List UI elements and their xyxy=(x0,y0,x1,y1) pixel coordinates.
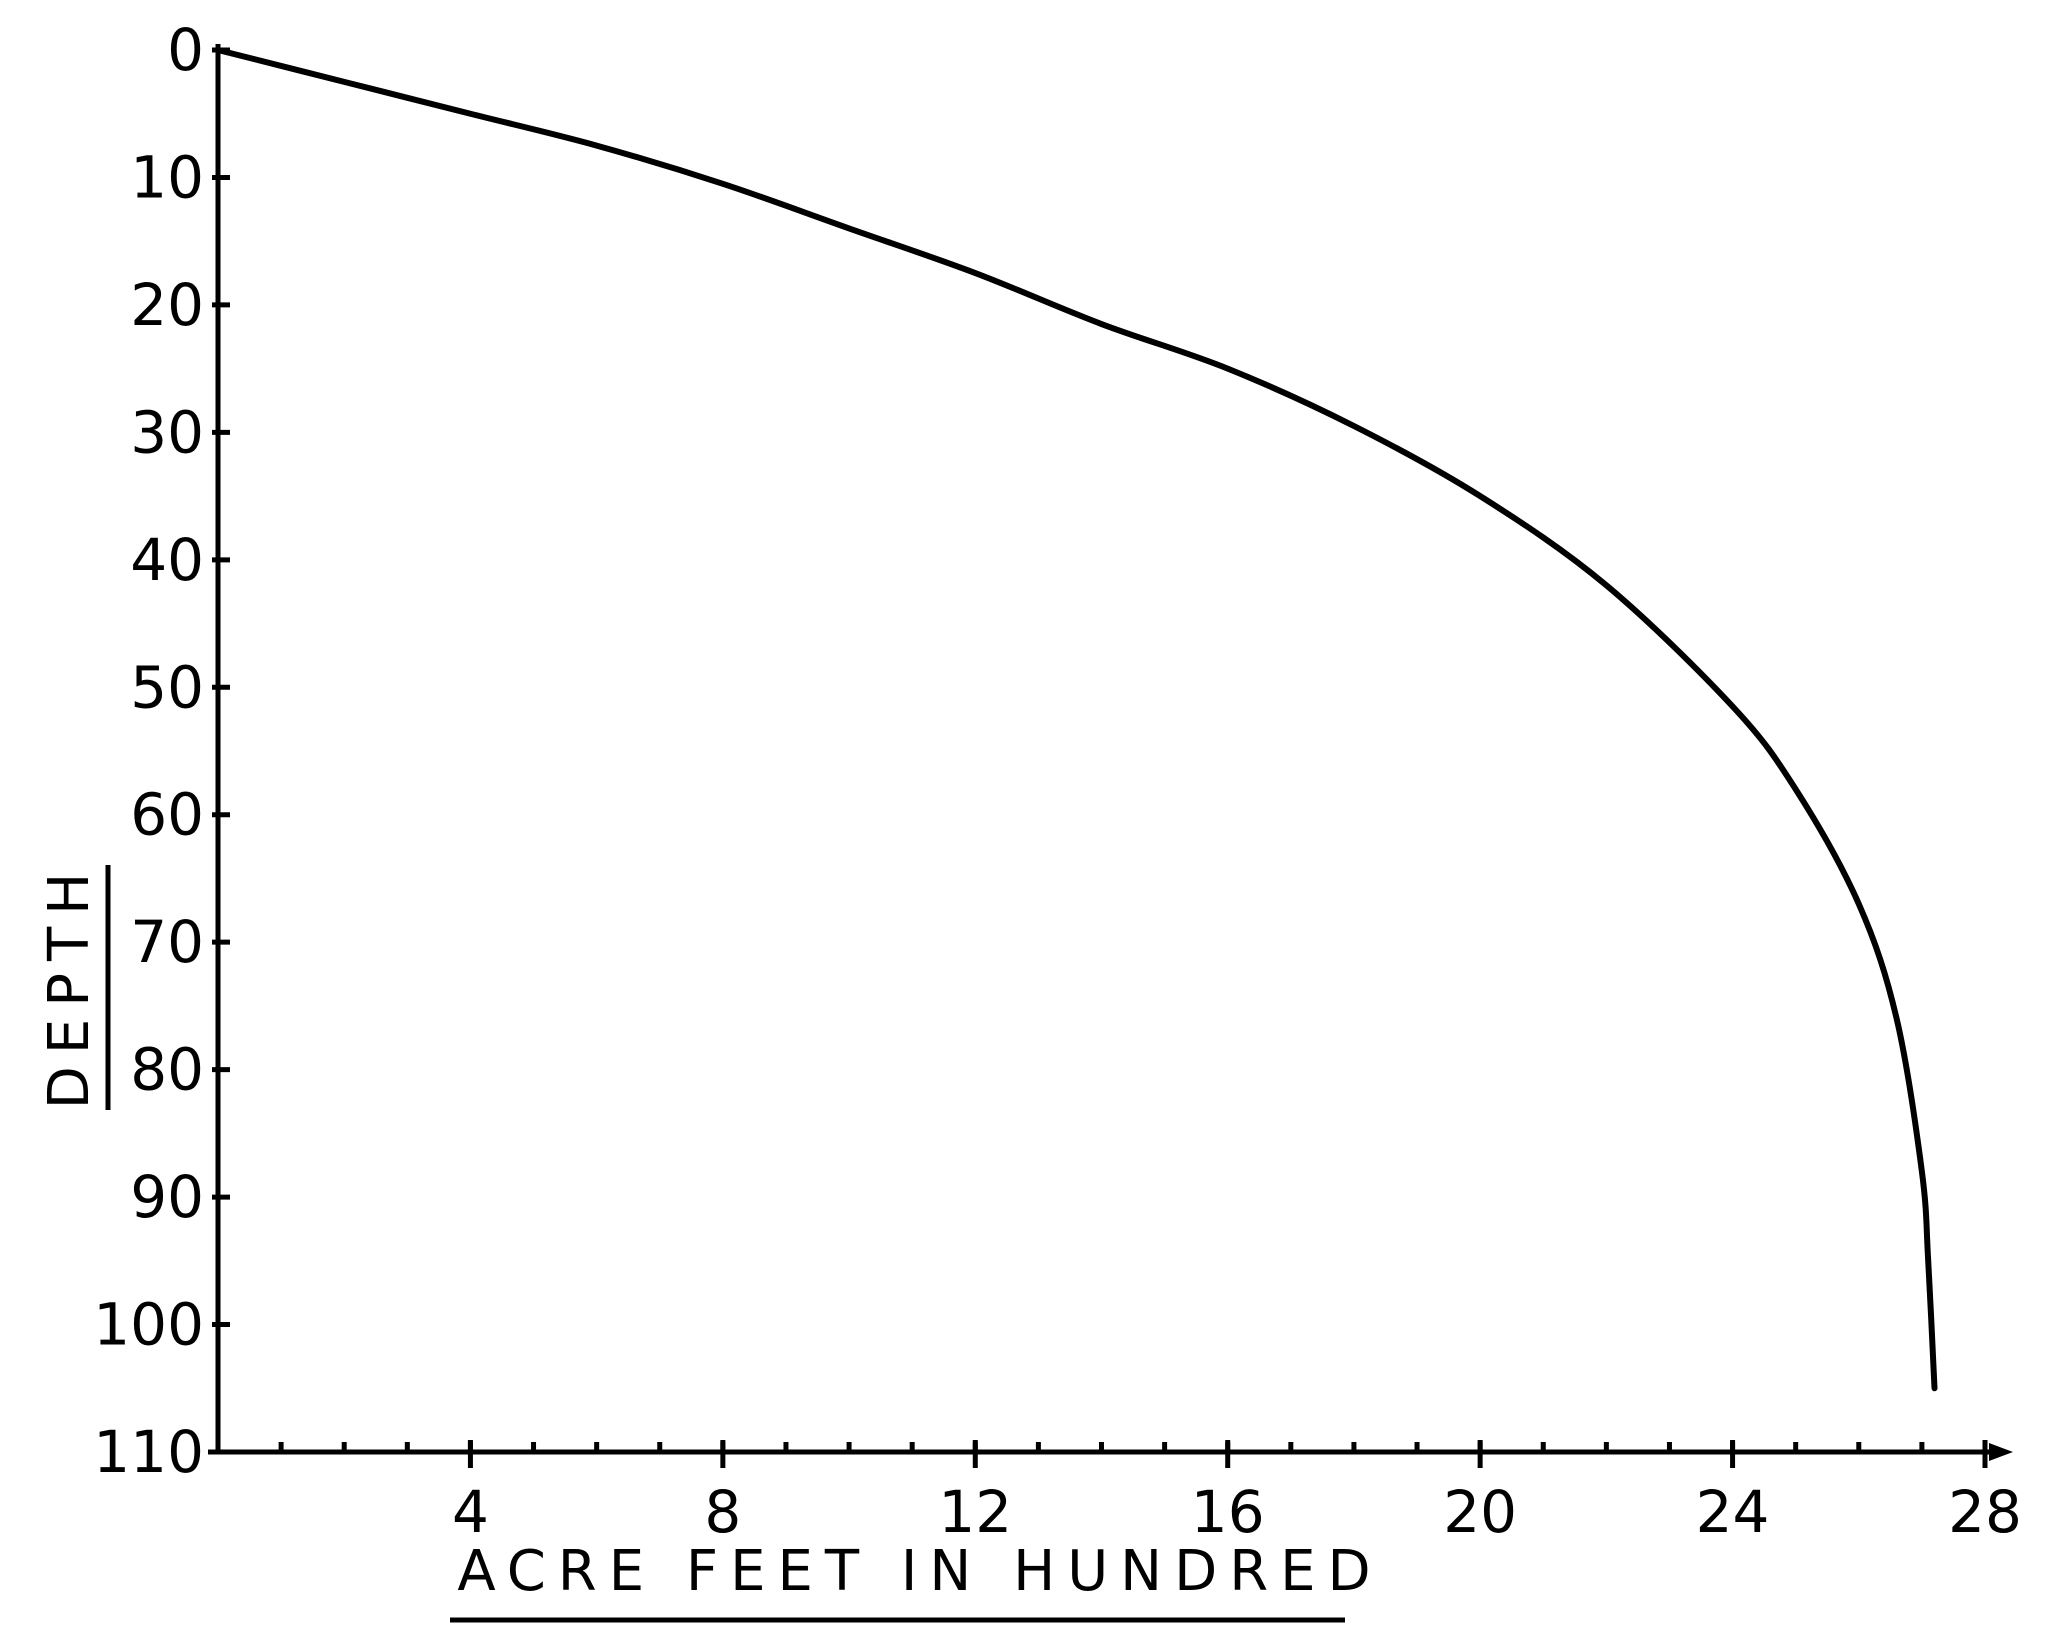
x-axis-arrowhead xyxy=(1989,1443,2013,1461)
y-tick-label: 70 xyxy=(130,908,204,976)
y-tick-label: 0 xyxy=(167,16,204,84)
x-tick-label: 4 xyxy=(452,1478,489,1546)
y-tick-label: 100 xyxy=(93,1291,204,1359)
y-tick-label: 90 xyxy=(130,1163,204,1231)
x-tick-label: 24 xyxy=(1696,1478,1770,1546)
x-tick-label: 28 xyxy=(1948,1478,2022,1546)
y-tick-label: 40 xyxy=(130,526,204,594)
y-tick-label: 110 xyxy=(93,1418,204,1486)
y-tick-label: 30 xyxy=(130,398,204,466)
axis-titles: ACRE FEET IN HUNDRED DEPTH xyxy=(37,861,1382,1623)
y-axis-title: DEPTH xyxy=(37,861,102,1110)
y-tick-label: 10 xyxy=(130,143,204,211)
series-line xyxy=(215,47,1938,1392)
axes xyxy=(208,44,2013,1461)
x-tick-label: 16 xyxy=(1191,1478,1265,1546)
x-tick-label: 20 xyxy=(1443,1478,1517,1546)
ticks: 0 10 20 30 40 50 60 70 80 90 100 110 4 8 12 16 20 24 28 xyxy=(93,16,2022,1546)
x-axis-title: ACRE FEET IN HUNDRED xyxy=(457,1539,1382,1604)
y-tick-label: 50 xyxy=(130,653,204,721)
y-tick-label: 60 xyxy=(130,781,204,849)
x-tick-label: 12 xyxy=(938,1478,1012,1546)
series xyxy=(215,47,1938,1392)
x-tick-label: 8 xyxy=(704,1478,741,1546)
y-tick-label: 20 xyxy=(130,271,204,339)
y-tick-label: 80 xyxy=(130,1036,204,1104)
